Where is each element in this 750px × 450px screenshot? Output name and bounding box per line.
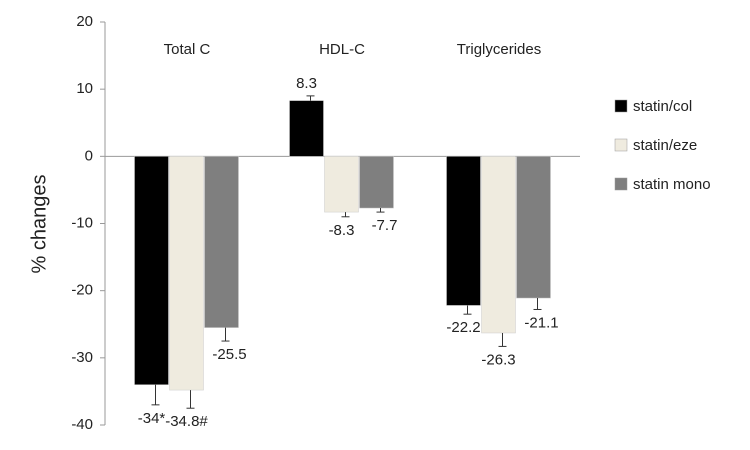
legend-swatch [614,138,628,152]
y-axis-label: % changes [28,175,50,274]
bar [289,100,324,157]
bar [359,156,394,209]
value-label: 8.3 [296,75,317,92]
value-label: -26.3 [481,351,515,368]
value-label: -34.8# [165,413,208,430]
category-label: Total C [164,41,211,58]
value-label: -7.7 [372,217,398,234]
value-label: -8.3 [329,222,355,239]
y-tick-label: -30 [71,349,93,366]
value-label: -34* [138,410,166,427]
y-tick-label: -20 [71,282,93,299]
y-tick-label: 10 [76,80,93,97]
bar [134,156,169,385]
y-tick-label: -40 [71,416,93,433]
category-label: HDL-C [319,41,365,58]
category-label: Triglycerides [457,41,541,58]
bar [516,156,551,299]
bar [169,156,204,391]
value-label: -22.2 [446,319,480,336]
bar [446,156,481,306]
legend-swatch [614,99,628,113]
y-tick-label: -10 [71,214,93,231]
bar [324,156,359,213]
bar [204,156,239,328]
value-label: -21.1 [524,314,558,331]
bar [481,156,516,334]
value-label: -25.5 [212,346,246,363]
y-tick-label: 0 [85,147,93,164]
y-tick-label: 20 [76,13,93,30]
legend-swatch [614,177,628,191]
legend-label: statin/col [633,98,692,115]
legend-label: statin mono [633,176,711,193]
legend-label: statin/eze [633,137,697,154]
